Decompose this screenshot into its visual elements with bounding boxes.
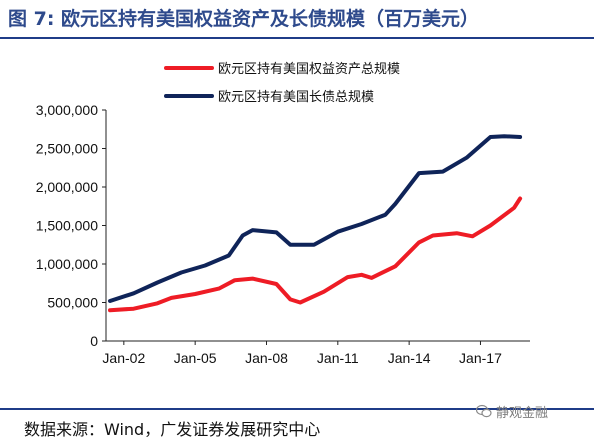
- source-note: 数据来源：Wind，广发证券发展研究中心: [24, 420, 321, 439]
- series-line-bonds: [108, 134, 523, 303]
- y-tick-label: 2,000,000: [36, 179, 98, 195]
- watermark: 静观金融: [496, 406, 549, 421]
- x-tick-label: Jan-02: [102, 350, 145, 366]
- y-axis: 0 500,000 1,000,000 1,500,000 2,000,000 2,500…: [36, 102, 107, 349]
- x-tick-label: Jan-08: [245, 350, 288, 366]
- legend-label: 欧元区持有美国长债总规模: [218, 90, 374, 105]
- y-tick-label: 2,500,000: [36, 141, 98, 157]
- series-line-equity: [108, 196, 523, 313]
- y-tick-label: 1,000,000: [36, 256, 98, 272]
- y-tick-label: 500,000: [47, 295, 98, 311]
- x-tick-label: Jan-14: [388, 350, 431, 366]
- series-lines: [108, 134, 523, 313]
- legend-label: 欧元区持有美国权益资产总规模: [218, 61, 400, 77]
- x-axis: Jan-02 Jan-05 Jan-08 Jan-11 Jan-14 Jan-17: [102, 340, 530, 366]
- x-tick-label: Jan-11: [317, 350, 359, 366]
- wechat-icon: [476, 404, 492, 418]
- y-tick-label: 0: [90, 333, 98, 349]
- source-divider: [0, 408, 594, 410]
- x-tick-label: Jan-17: [459, 350, 502, 366]
- title-divider: [0, 37, 594, 39]
- chart-title: 图 7: 欧元区持有美国权益资产及长债规模（百万美元）: [8, 8, 480, 30]
- x-tick-label: Jan-05: [174, 350, 217, 366]
- y-tick-label: 3,000,000: [36, 102, 98, 118]
- y-tick-label: 1,500,000: [36, 218, 98, 234]
